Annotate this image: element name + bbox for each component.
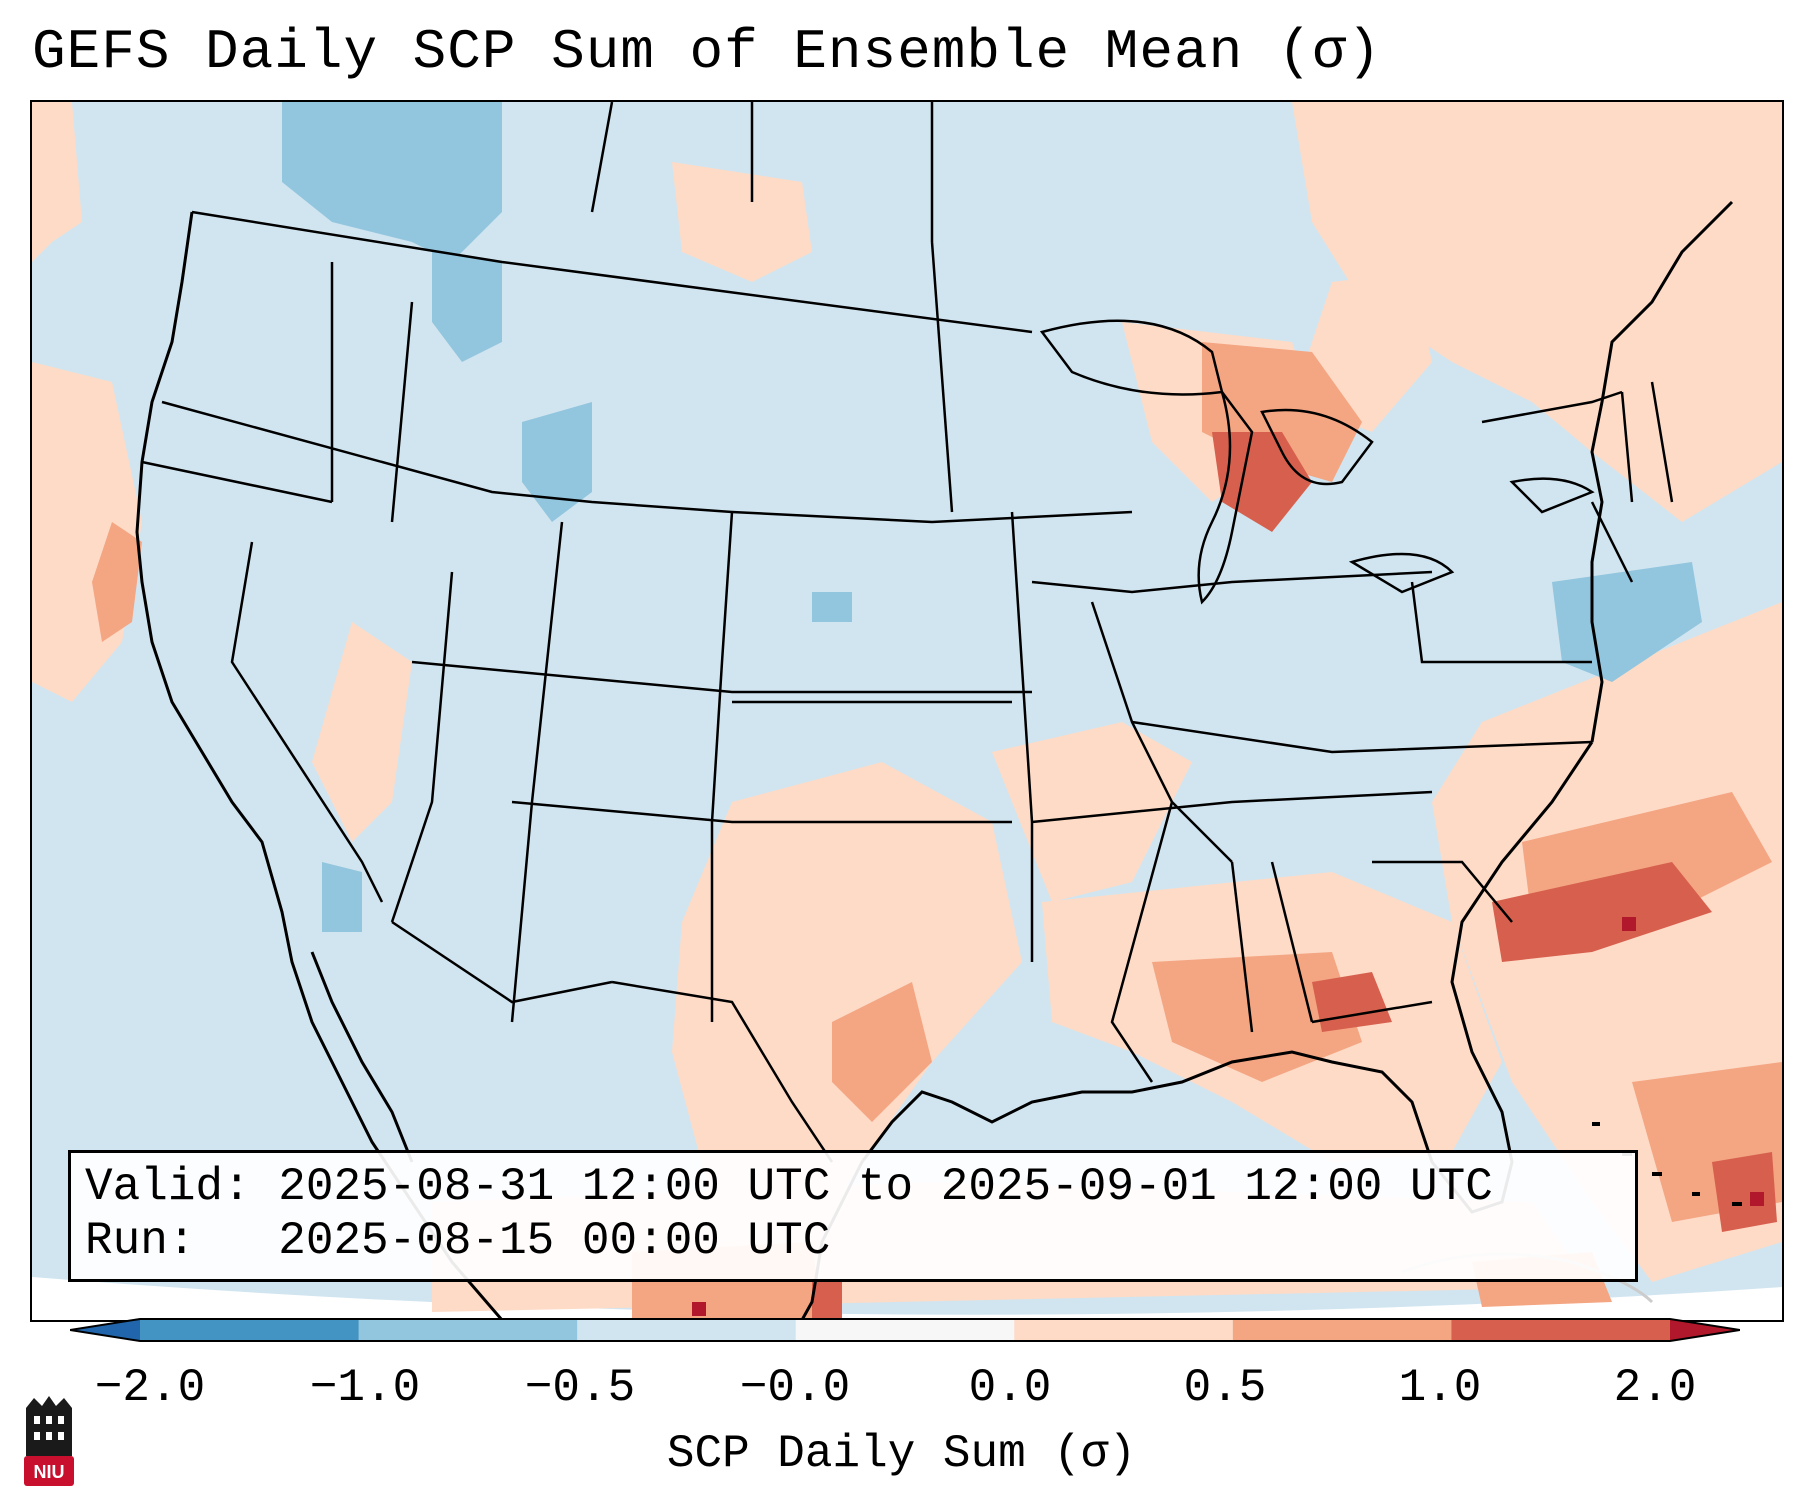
map-canvas	[32, 102, 1782, 1320]
niu-logo: NIU	[24, 1396, 74, 1486]
colorbar	[70, 1318, 1740, 1342]
colorbar-outline	[70, 1318, 1740, 1342]
valid-run-info-box: Valid: 2025-08-31 12:00 UTC to 2025-09-0…	[68, 1150, 1638, 1282]
logo-text: NIU	[34, 1462, 65, 1482]
negative-anomaly	[282, 102, 1702, 932]
colorbar-tick-label: −2.0	[94, 1362, 206, 1414]
colorbar-segment	[1014, 1319, 1234, 1341]
map-panel[interactable]	[30, 100, 1784, 1322]
positive-anomaly-peak	[692, 917, 1764, 1316]
map-title: GEFS Daily SCP Sum of Ensemble Mean (σ)	[32, 20, 1382, 84]
colorbar-tick-label: 0.5	[1183, 1362, 1267, 1414]
colorbar-tick-label: −1.0	[309, 1362, 421, 1414]
coastline	[135, 200, 1734, 1320]
logo-tower-icon	[26, 1396, 72, 1456]
state-borders	[141, 102, 1674, 1163]
great-lakes	[1039, 319, 1595, 605]
colorbar-segment	[1451, 1319, 1671, 1341]
colorbar-extend-min	[70, 1319, 140, 1341]
colorbar-tick-label: 2.0	[1613, 1362, 1697, 1414]
colorbar-segment	[795, 1319, 1015, 1341]
run-time-text: Run: 2025-08-15 00:00 UTC	[85, 1215, 831, 1267]
colorbar-segment	[1232, 1319, 1452, 1341]
colorbar-label: SCP Daily Sum (σ)	[666, 1428, 1137, 1480]
colorbar-segment	[358, 1319, 578, 1341]
positive-anomaly-strong	[812, 432, 1777, 1320]
colorbar-extend-max	[1670, 1319, 1740, 1341]
colorbar-tick-label: 1.0	[1398, 1362, 1482, 1414]
colorbar-tick-label: 0.0	[968, 1362, 1052, 1414]
valid-time-text: Valid: 2025-08-31 12:00 UTC to 2025-09-0…	[85, 1161, 1493, 1213]
colorbar-tick-label: −0.0	[739, 1362, 851, 1414]
colorbar-tick-label: −0.5	[524, 1362, 636, 1414]
colorbar-segment	[577, 1319, 797, 1341]
colorbar-segment	[140, 1319, 360, 1341]
